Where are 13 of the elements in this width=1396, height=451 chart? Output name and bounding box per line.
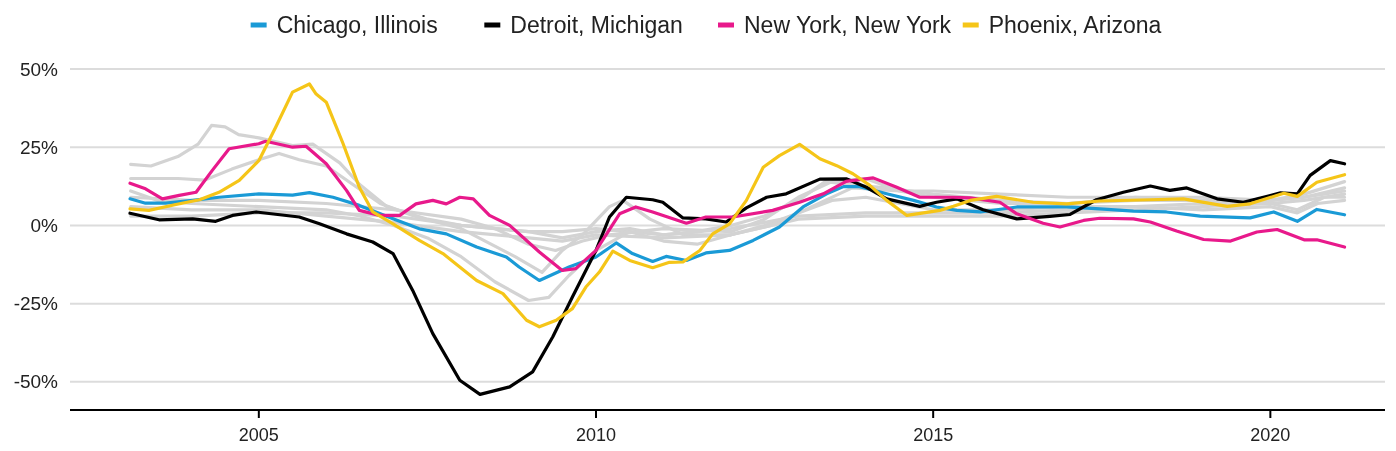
legend-label: Detroit, Michigan <box>510 12 683 39</box>
y-tick-label: 0% <box>30 215 59 237</box>
y-tick-label: 50% <box>19 58 59 80</box>
x-tick-label: 2005 <box>238 425 279 445</box>
y-tick-label: -50% <box>13 371 59 393</box>
legend-label: Phoenix, Arizona <box>988 12 1162 39</box>
y-tick-label: -25% <box>13 293 59 315</box>
y-tick-label: 25% <box>19 136 59 158</box>
x-tick-label: 2010 <box>575 425 617 445</box>
legend-label: New York, New York <box>744 12 952 39</box>
legend-label: Chicago, Illinois <box>276 12 438 39</box>
x-tick-label: 2020 <box>1250 425 1291 445</box>
x-tick-label: 2015 <box>913 425 954 445</box>
